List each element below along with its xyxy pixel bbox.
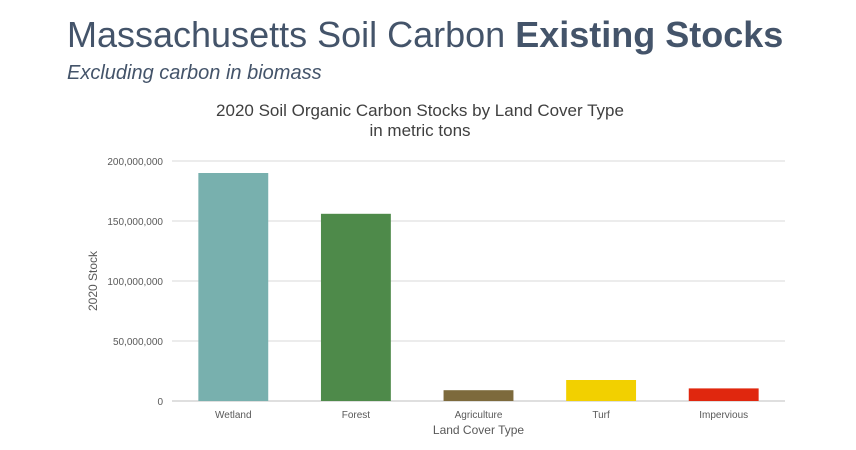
x-tick-label: Forest: [342, 410, 371, 421]
y-tick-label: 150,000,000: [107, 217, 163, 228]
bar-wetland: [198, 173, 269, 401]
chart-title: 2020 Soil Organic Carbon Stocks by Land …: [216, 101, 624, 120]
y-tick-label: 100,000,000: [107, 277, 163, 288]
x-tick-label: Turf: [592, 410, 610, 421]
bar-agriculture: [443, 390, 514, 401]
x-tick-label: Agriculture: [455, 410, 503, 421]
chart-subtitle: in metric tons: [369, 121, 471, 140]
x-tick-label: Impervious: [699, 410, 748, 421]
x-axis-title: Land Cover Type: [433, 423, 524, 437]
bar-impervious: [688, 388, 759, 401]
chart-title-block: 2020 Soil Organic Carbon Stocks by Land …: [150, 101, 690, 141]
bar-forest: [320, 213, 391, 401]
y-tick-label: 50,000,000: [113, 337, 163, 348]
x-tick-label: Wetland: [215, 410, 252, 421]
y-axis-title: 2020 Stock: [86, 250, 100, 311]
slide-subtitle: Excluding carbon in biomass: [67, 62, 322, 84]
y-tick-label: 200,000,000: [107, 157, 163, 168]
slide-title-bold: Existing Stocks: [515, 14, 784, 55]
y-tick-label: 0: [157, 397, 163, 408]
slide-title: Massachusetts Soil Carbon Existing Stock…: [67, 14, 783, 56]
slide-title-main: Massachusetts Soil Carbon: [67, 14, 516, 55]
bar-turf: [566, 380, 637, 401]
